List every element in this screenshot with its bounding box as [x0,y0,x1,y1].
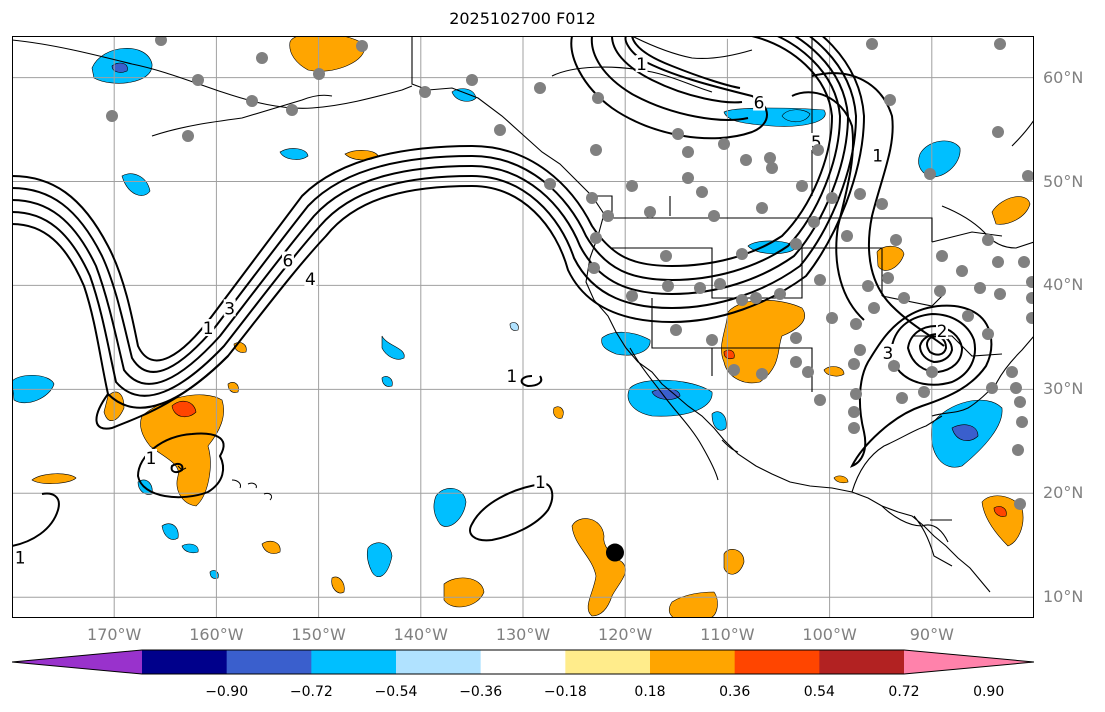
contour-label-background [223,299,236,317]
colorbar-tick-label: −0.18 [543,684,587,700]
colorbar-extend-low [12,650,142,674]
contour-label: 1 [15,549,26,569]
station-dots [106,36,1034,510]
colorbar [12,649,1034,675]
colorbar-extend-high [904,650,1034,674]
graticule [12,36,1034,618]
colorbar-segment [311,650,397,674]
longitude-label: 140°W [393,625,448,644]
contour-label-background [144,448,157,466]
longitude-label: 160°W [189,625,244,644]
colorbar-tick-label: 0.18 [634,684,666,700]
latitude-label: 30°N [1043,379,1084,399]
contour-label-background [304,270,317,288]
contour-label-background [753,93,766,111]
colorbar-segment [734,650,820,674]
longitude-label: 170°W [87,625,142,644]
contour-label-background [505,366,518,384]
latitude-label: 60°N [1043,67,1084,87]
longitude-label: 130°W [495,625,551,644]
colorbar-segment [226,650,312,674]
colorbar-outline [12,649,1034,675]
contour-label: 5 [811,133,822,153]
contour-label-background [202,319,215,337]
map-panel: 111164131265132 [12,36,1034,618]
contour-label: 2 [720,36,731,42]
contour-label-background [281,251,294,269]
map-title: 2025102700 F012 [449,9,596,28]
contour-lines [12,36,993,547]
contour-label: 1 [506,367,517,387]
latitude-label: 20°N [1043,483,1084,503]
longitude-label: 110°W [700,625,755,644]
contour-label: 3 [224,299,235,319]
contour-label-background [719,36,732,39]
colorbar-segment [819,650,905,674]
contour-label: 6 [754,94,765,114]
latitude-label: 40°N [1043,275,1084,295]
longitude-label: 90°W [909,625,954,644]
colorbar-tick-label: −0.36 [459,684,503,700]
contour-label-background [871,146,884,164]
longitude-label: 100°W [802,625,857,644]
colorbar-tick-label: 0.36 [719,684,751,700]
contour-label-background [534,472,547,490]
contour-label: 1 [872,147,883,167]
colorbar-segment [565,650,651,674]
colorbar-segment [650,650,736,674]
contour-label-background [936,322,949,340]
latitude-label: 10°N [1043,587,1084,607]
colorbar-tick-label: 0.72 [888,684,920,700]
colorbar-tick-label: 0.54 [803,684,835,700]
contour-label-background [881,343,894,361]
contour-label-background [635,55,648,73]
contour-label-background [14,548,27,566]
colorbar-segment [142,650,228,674]
contour-label: 1 [636,55,647,75]
longitude-label: 120°W [598,625,653,644]
latitude-label: 50°N [1043,171,1084,191]
location-marker [605,543,624,562]
colorbar-tick-label: −0.54 [374,684,418,700]
colorbar-segment [480,650,566,674]
colorbar-tick-label: −0.90 [205,684,249,700]
colorbar-segment [396,650,482,674]
contour-label: 4 [305,270,316,290]
contour-label: 1 [203,319,214,339]
contour-labels: 111164131265132 [14,36,949,569]
longitude-label: 150°W [291,625,346,644]
islands [177,439,739,501]
contour-label: 2 [937,322,948,342]
colorbar-tick-label: 0.90 [973,684,1005,700]
contour-label: 1 [535,473,546,493]
contour-label: 3 [882,344,893,364]
contour-label: 6 [283,251,294,271]
contour-label: 1 [146,449,157,469]
colorbar-tick-label: −0.72 [289,684,333,700]
